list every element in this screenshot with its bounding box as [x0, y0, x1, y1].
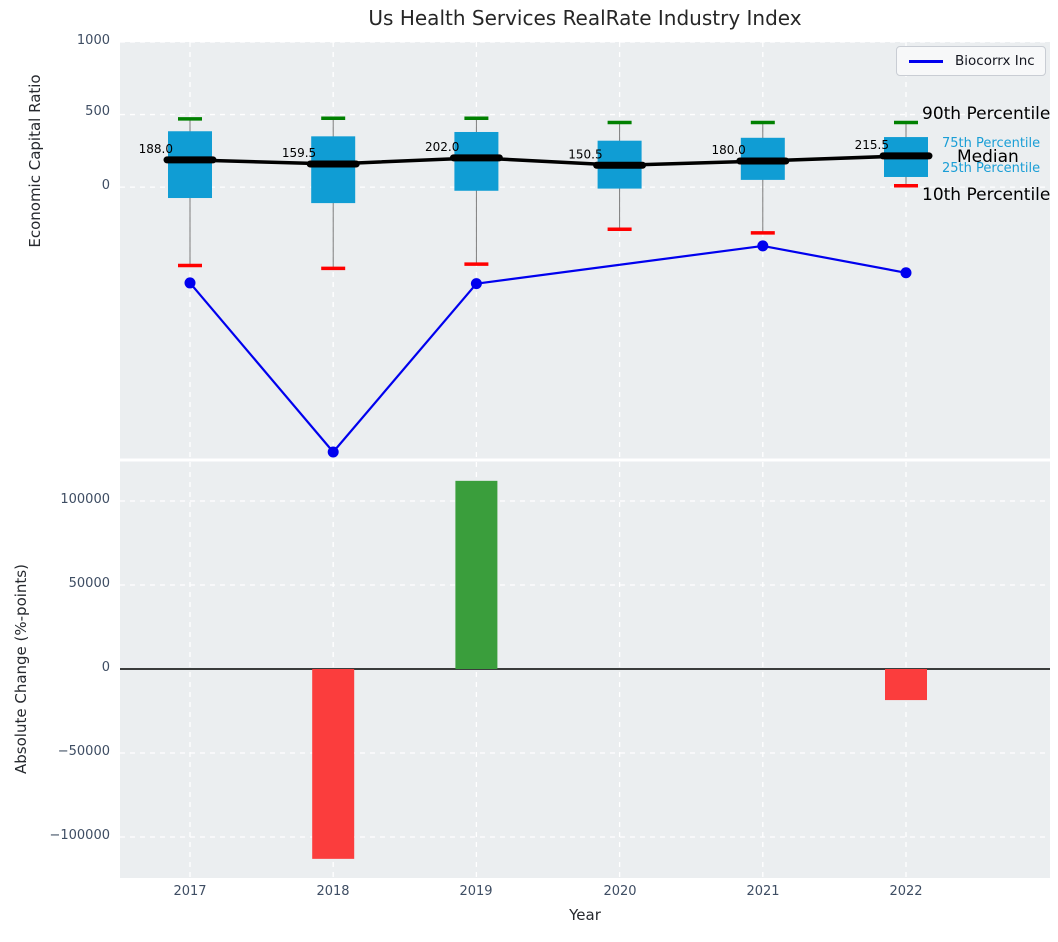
median-value-label: 215.5 — [855, 138, 889, 152]
xtick-2020: 2020 — [603, 884, 637, 899]
median-value-label: 188.0 — [139, 142, 173, 156]
biocorrx-point — [757, 240, 769, 252]
y-axis-label-top: Economic Capital Ratio — [26, 74, 44, 248]
annotation-25th-percentile: 25th Percentile — [942, 161, 1041, 176]
legend-line-sample — [909, 60, 943, 63]
ytick-bot-0: 0 — [101, 660, 110, 675]
top-panel-bg — [120, 42, 1050, 460]
change-bar — [885, 669, 927, 701]
annotation-median: Median — [957, 147, 1019, 167]
x-axis-label: Year — [569, 906, 601, 924]
biocorrx-point — [184, 277, 196, 289]
biocorrx-point — [900, 267, 912, 279]
biocorrx-point — [470, 278, 482, 290]
annotation-10th-percentile: 10th Percentile — [922, 185, 1051, 205]
iqr-box — [454, 131, 499, 191]
ytick-bot-50000: 50000 — [68, 576, 110, 591]
annotation-90th-percentile: 90th Percentile — [922, 104, 1051, 124]
ytick-bot-m100000: −100000 — [49, 828, 110, 843]
ytick-top-1000: 1000 — [76, 33, 110, 48]
ytick-top-500: 500 — [85, 104, 110, 119]
biocorrx-line-segment — [476, 244, 763, 285]
legend: Biocorrx Inc — [896, 46, 1046, 76]
xtick-2021: 2021 — [746, 884, 780, 899]
xtick-2019: 2019 — [459, 884, 493, 899]
median-value-label: 159.5 — [282, 146, 316, 160]
biocorrx-line-segment — [189, 282, 335, 453]
iqr-box — [168, 131, 212, 199]
ytick-top-0: 0 — [101, 178, 110, 193]
xtick-2017: 2017 — [173, 884, 207, 899]
annotation-75th-percentile: 75th Percentile — [942, 136, 1041, 151]
change-bar — [312, 669, 355, 859]
xtick-2018: 2018 — [316, 884, 350, 899]
biocorrx-line-segment — [332, 282, 478, 453]
iqr-box — [311, 136, 356, 204]
biocorrx-line-segment — [762, 244, 907, 274]
ytick-bot-m50000: −50000 — [57, 744, 110, 759]
xtick-2022: 2022 — [889, 884, 923, 899]
legend-label: Biocorrx Inc — [955, 53, 1035, 69]
median-value-label: 150.5 — [568, 147, 602, 161]
ytick-bot-100000: 100000 — [60, 492, 110, 507]
chart-title: Us Health Services RealRate Industry Ind… — [368, 6, 802, 30]
biocorrx-point — [327, 446, 339, 458]
y-axis-label-bottom: Absolute Change (%-points) — [12, 564, 30, 774]
change-bar — [455, 480, 498, 669]
median-value-label: 202.0 — [425, 140, 459, 154]
median-value-label: 180.0 — [711, 143, 745, 157]
